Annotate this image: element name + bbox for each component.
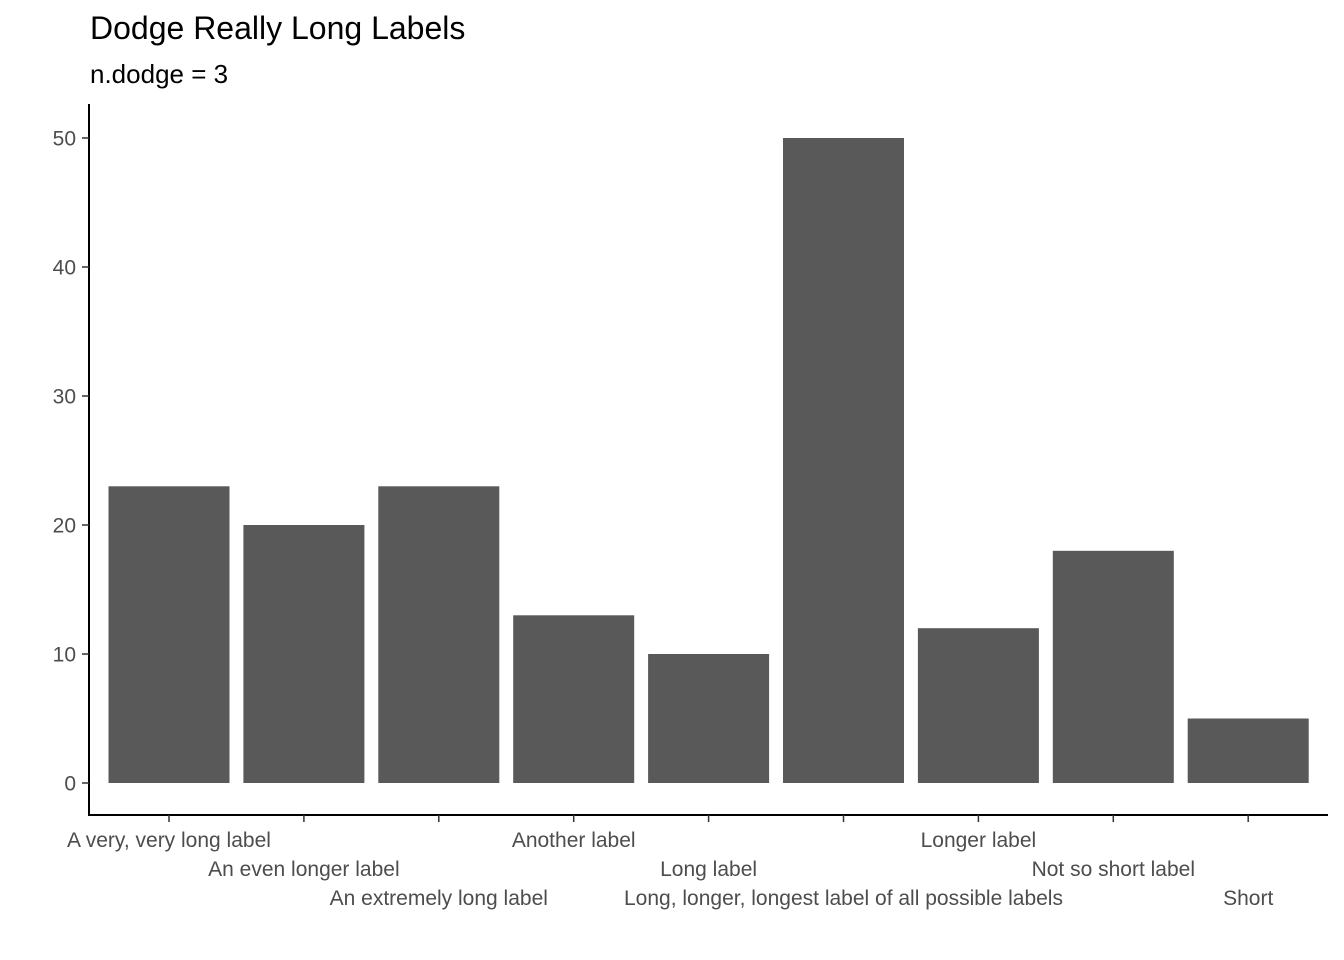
x-tick-label-3: Another label xyxy=(512,829,636,852)
bar-2 xyxy=(378,486,500,783)
bar-7 xyxy=(1052,550,1174,783)
chart-title: Dodge Really Long Labels xyxy=(90,10,466,46)
bar-0 xyxy=(108,486,230,783)
x-tick-label-8: Short xyxy=(1223,887,1273,910)
chart-subtitle: n.dodge = 3 xyxy=(90,59,229,89)
x-tick-label-4: Long label xyxy=(660,858,757,881)
bar-5 xyxy=(783,138,904,783)
bars-group xyxy=(108,138,1309,783)
y-tick-label-0: 0 xyxy=(64,773,76,796)
y-tick-label-4: 40 xyxy=(53,257,76,280)
y-axis: 0 10 20 30 40 50 xyxy=(53,104,90,816)
y-tick-label-2: 20 xyxy=(53,515,76,538)
x-tick-label-6: Longer label xyxy=(921,829,1037,852)
x-tick-label-7: Not so short label xyxy=(1032,858,1195,881)
bar-1 xyxy=(243,525,365,783)
x-tick-label-1: An even longer label xyxy=(208,858,399,881)
bar-8 xyxy=(1187,718,1309,783)
bar-4 xyxy=(648,654,770,783)
y-tick-label-5: 50 xyxy=(53,128,76,151)
x-tick-label-0: A very, very long label xyxy=(67,829,271,852)
y-tick-label-3: 30 xyxy=(53,386,76,409)
x-axis: A very, very long label An even longer la… xyxy=(67,814,1328,910)
y-tick-label-1: 10 xyxy=(53,644,76,667)
x-tick-label-2: An extremely long label xyxy=(330,887,548,910)
bar-6 xyxy=(917,628,1039,783)
x-tick-label-5: Long, longer, longest label of all possi… xyxy=(624,887,1063,910)
bar-3 xyxy=(513,615,635,783)
